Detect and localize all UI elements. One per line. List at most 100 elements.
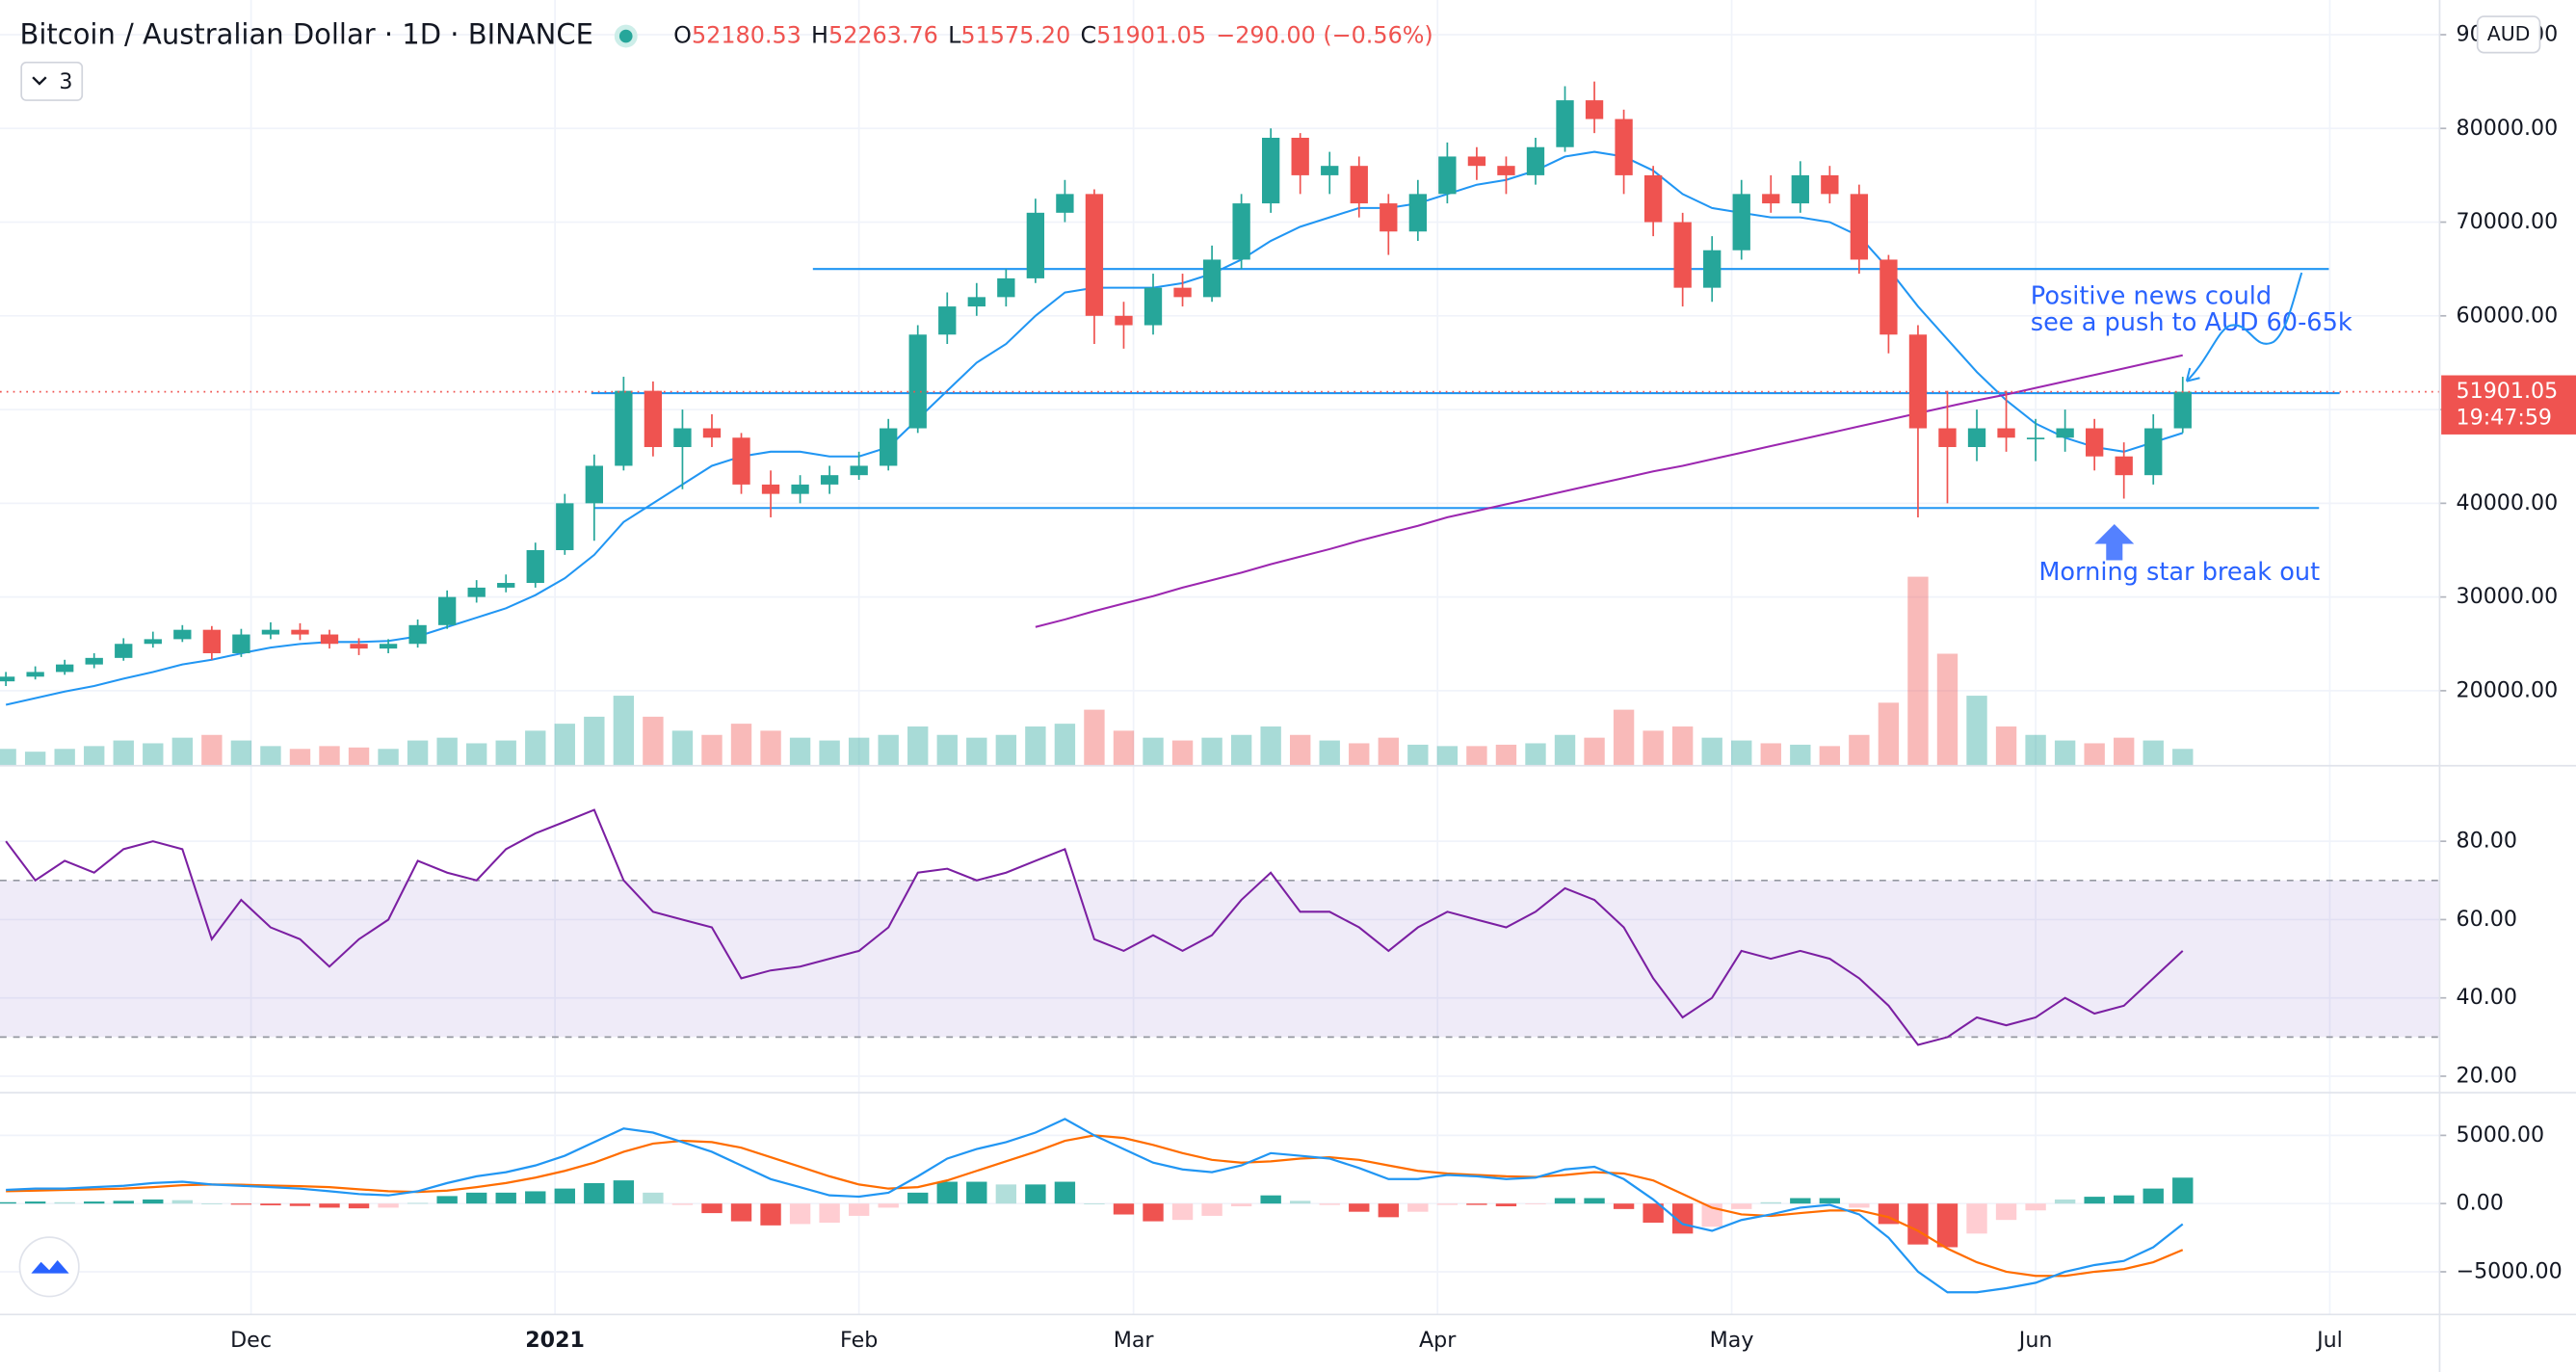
candle-body <box>615 390 633 466</box>
ohlc-label: C <box>1081 21 1097 48</box>
macd-histogram-bar <box>525 1191 546 1204</box>
macd-histogram-bar <box>2054 1199 2076 1204</box>
indicator-toggle[interactable] <box>20 61 84 101</box>
candle-body <box>2173 391 2192 429</box>
indicator-count: 3 <box>59 69 72 94</box>
macd-histogram-bar <box>730 1203 752 1222</box>
candle-body <box>1615 119 1633 175</box>
volume-bar <box>1407 744 1429 766</box>
macd-histogram-bar <box>1584 1198 1605 1204</box>
volume-bar <box>1995 726 2017 766</box>
ohlc-value: 51575.20 <box>960 21 1070 48</box>
macd-histogram-bar <box>319 1203 340 1208</box>
volume-bar <box>1849 734 1870 766</box>
macd-histogram-bar <box>1201 1203 1222 1216</box>
candle-body <box>26 672 44 677</box>
rsi-band <box>0 880 2440 1038</box>
macd-histogram-bar <box>171 1200 194 1204</box>
candle-body <box>1115 315 1133 326</box>
macd-histogram-bar <box>966 1181 987 1204</box>
macd-tick-label: 5000.00 <box>2457 1122 2545 1148</box>
macd-histogram-bar <box>1054 1181 1076 1204</box>
candle-body <box>173 629 192 640</box>
volume-bar <box>1643 730 1664 766</box>
volume-bar <box>819 740 840 766</box>
candle-body <box>379 644 398 649</box>
macd-histogram-bar <box>2142 1188 2164 1204</box>
macd-histogram-bar <box>0 1201 16 1204</box>
macd-histogram-bar <box>143 1199 164 1204</box>
candle-body <box>1438 156 1457 195</box>
status-dot <box>618 29 633 43</box>
volume-bar <box>1495 744 1517 766</box>
candle-body <box>1291 138 1309 175</box>
candle-body <box>702 428 722 438</box>
macd-histogram-bar <box>1349 1203 1370 1212</box>
macd-histogram-bar <box>2114 1195 2135 1204</box>
volume-bar <box>1525 743 1546 766</box>
candle-body <box>85 657 103 665</box>
candle-body <box>1879 259 1898 335</box>
macd-histogram-bar <box>1613 1203 1635 1209</box>
candle-body <box>1497 166 1515 175</box>
macd-histogram-bar <box>407 1202 429 1204</box>
rsi-tick-label: 40.00 <box>2457 985 2517 1010</box>
volume-bar <box>2054 740 2076 766</box>
volume-bar <box>613 696 635 766</box>
ohlc-label: O <box>673 21 692 48</box>
macd-histogram-bar <box>378 1203 399 1208</box>
x-tick-label: Dec <box>230 1328 272 1353</box>
x-tick-label: Jul <box>2315 1328 2343 1353</box>
candle-body <box>1908 334 1928 429</box>
macd-histogram-bar <box>2084 1197 2105 1204</box>
volume-bar <box>230 740 252 766</box>
macd-histogram-bar <box>1025 1184 1046 1204</box>
macd-histogram-bar <box>1966 1203 1987 1234</box>
candle-body <box>144 639 162 645</box>
candle-body <box>1673 222 1692 288</box>
macd-histogram-bar <box>1760 1201 1781 1204</box>
macd-histogram-bar <box>1554 1198 1576 1204</box>
macd-histogram-bar <box>1436 1203 1459 1205</box>
candle-body <box>320 634 339 645</box>
volume-bar <box>1290 734 1311 766</box>
ohlc-value: 51901.05 <box>1096 21 1206 48</box>
macd-histogram-bar <box>1260 1195 1281 1204</box>
macd-histogram-bar <box>1143 1203 1164 1222</box>
macd-histogram-bar <box>113 1200 134 1204</box>
logo-badge[interactable] <box>18 1236 80 1298</box>
volume-bar <box>1378 737 1399 766</box>
candle-body <box>1173 287 1192 298</box>
macd-histogram-bar <box>2172 1177 2194 1204</box>
rsi-tick-label: 60.00 <box>2457 907 2517 932</box>
candle-body <box>1085 194 1104 316</box>
candle-body <box>556 503 574 550</box>
macd-histogram-bar <box>24 1201 46 1204</box>
macd-histogram-bar <box>1407 1203 1429 1212</box>
y-tick-label: 30000.00 <box>2457 584 2559 609</box>
candle-body <box>791 484 809 494</box>
macd-line <box>6 1118 2184 1294</box>
volume-bar <box>1907 576 1929 766</box>
candle-body <box>1643 174 1663 223</box>
candle-body <box>1556 100 1574 147</box>
volume-bar <box>760 730 781 766</box>
macd-histogram-bar <box>348 1203 370 1209</box>
macd-histogram-bar <box>789 1203 811 1225</box>
macd-histogram-bar <box>701 1203 723 1214</box>
candle-body <box>967 297 986 307</box>
candle-body <box>408 624 427 645</box>
candle-body <box>997 277 1015 298</box>
candle-body <box>1703 250 1722 288</box>
volume-bar <box>2172 749 2194 766</box>
annotation-text: Morning star break out <box>2038 558 2320 587</box>
candle-body <box>1350 166 1368 204</box>
volume-bar <box>436 737 458 766</box>
macd-histogram-bar <box>260 1203 281 1206</box>
candle-body <box>1026 212 1045 278</box>
currency-button[interactable] <box>2476 15 2541 54</box>
macd-histogram-bar <box>1084 1203 1105 1205</box>
x-tick-label: Jun <box>2017 1328 2053 1353</box>
volume-bar <box>0 749 16 766</box>
